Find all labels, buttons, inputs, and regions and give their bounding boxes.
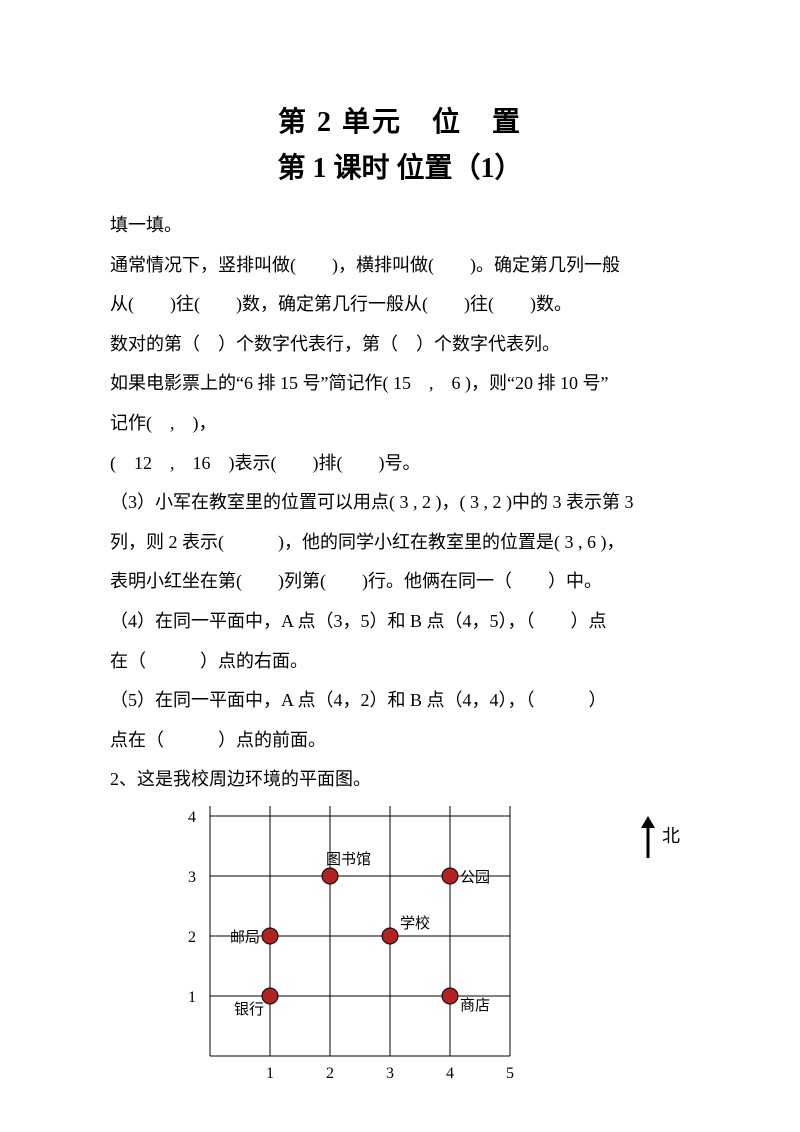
svg-text:1: 1 — [266, 1065, 274, 1082]
svg-text:4: 4 — [188, 809, 196, 826]
page: 第 2 单元 位 置 第 1 课时 位置（1） 填一填。 通常情况下，竖排叫做(… — [0, 0, 800, 1132]
lesson-title: 第 1 课时 位置（1） — [110, 146, 690, 186]
paragraph: 在（ ）点的右面。 — [110, 642, 690, 682]
svg-text:2: 2 — [188, 929, 196, 946]
svg-text:1: 1 — [188, 989, 196, 1006]
grid-chart: 1234512345银行邮局图书馆学校公园商店 北 — [150, 806, 670, 1086]
paragraph: （5）在同一平面中，A 点（4，2）和 B 点（4，4），（ ） — [110, 681, 690, 721]
paragraph: （4）在同一平面中，A 点（3，5）和 B 点（4，5），（ ）点 — [110, 602, 690, 642]
svg-text:商店: 商店 — [460, 997, 490, 1014]
north-label: 北 — [662, 826, 680, 846]
svg-text:学校: 学校 — [400, 915, 430, 932]
svg-text:2: 2 — [326, 1065, 334, 1082]
paragraph: 点在（ ）点的前面。 — [110, 721, 690, 761]
svg-text:图书馆: 图书馆 — [326, 851, 371, 868]
grid-svg: 1234512345银行邮局图书馆学校公园商店 — [150, 806, 570, 1086]
paragraph: （3）小军在教室里的位置可以用点( 3 , 2 )，( 3 , 2 )中的 3 … — [110, 483, 690, 523]
paragraph: ( 12 , 16 )表示( )排( )号。 — [110, 444, 690, 484]
unit-title: 第 2 单元 位 置 — [110, 100, 690, 140]
svg-text:5: 5 — [506, 1065, 514, 1082]
north-arrow-icon — [638, 816, 658, 860]
svg-text:公园: 公园 — [460, 869, 490, 886]
svg-text:银行: 银行 — [234, 1001, 264, 1018]
paragraph: 从( )往( )数，确定第几行一般从( )往( )数。 — [110, 285, 690, 325]
svg-text:3: 3 — [386, 1065, 394, 1082]
paragraph: 表明小红坐在第( )列第( )行。他俩在同一（ ）中。 — [110, 562, 690, 602]
svg-text:4: 4 — [446, 1065, 454, 1082]
paragraph: 2、这是我校周边环境的平面图。 — [110, 760, 690, 800]
svg-text:3: 3 — [188, 869, 196, 886]
paragraph: 通常情况下，竖排叫做( )，横排叫做( )。确定第几列一般 — [110, 246, 690, 286]
paragraph: 如果电影票上的“6 排 15 号”简记作( 15 , 6 )，则“20 排 10… — [110, 364, 690, 404]
paragraph: 数对的第（ ）个数字代表行，第（ ）个数字代表列。 — [110, 325, 690, 365]
paragraph: 列，则 2 表示( )，他的同学小红在教室里的位置是( 3 , 6 )， — [110, 523, 690, 563]
north-indicator: 北 — [638, 816, 681, 860]
body-text: 填一填。 通常情况下，竖排叫做( )，横排叫做( )。确定第几列一般 从( )往… — [110, 206, 690, 800]
paragraph: 填一填。 — [110, 206, 690, 246]
svg-text:邮局: 邮局 — [230, 929, 260, 946]
paragraph: 记作( , )， — [110, 404, 690, 444]
